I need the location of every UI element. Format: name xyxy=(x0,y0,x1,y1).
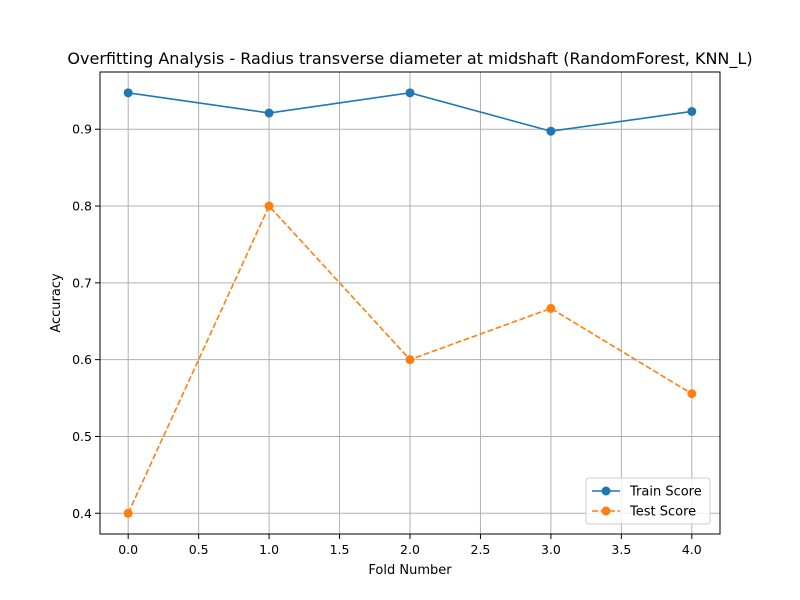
y-tick-label: 0.4 xyxy=(72,506,92,521)
test-score-point xyxy=(546,303,556,313)
y-tick-label: 0.9 xyxy=(72,122,92,137)
x-tick-label: 3.5 xyxy=(611,542,631,557)
train-score-point xyxy=(264,108,274,118)
legend-box xyxy=(585,477,711,525)
test-score-point xyxy=(405,355,415,365)
test-score-point xyxy=(264,201,274,211)
series-train-score xyxy=(123,88,697,136)
legend-label-train-score: Train Score xyxy=(629,485,702,500)
series-layer xyxy=(123,88,697,518)
x-tick-label: 1.5 xyxy=(330,542,350,557)
x-tick-label: 3.0 xyxy=(541,542,561,557)
y-tick-label: 0.6 xyxy=(72,352,92,367)
y-axis-label: Accuracy xyxy=(49,273,64,333)
train-score-point xyxy=(546,126,556,136)
train-score-point xyxy=(687,106,697,116)
legend: Train Score Test Score xyxy=(585,477,711,525)
test-score-point xyxy=(687,389,697,399)
axis-ticks: 0.0 0.5 1.0 1.5 2.0 2.5 3.0 3.5 4.0 0.4 0.5 0.6 0.7 0… xyxy=(72,122,702,557)
test-score-point xyxy=(123,508,133,518)
y-tick-label: 0.5 xyxy=(72,429,92,444)
x-tick-label: 0.5 xyxy=(189,542,209,557)
x-tick-label: 2.5 xyxy=(471,542,491,557)
x-tick-label: 0.0 xyxy=(118,542,138,557)
y-tick-label: 0.8 xyxy=(72,199,92,214)
legend-label-test-score: Test Score xyxy=(629,505,696,520)
series-test-score xyxy=(123,201,697,518)
y-tick-label: 0.7 xyxy=(72,275,92,290)
x-tick-label: 1.0 xyxy=(259,542,279,557)
train-score-point xyxy=(405,88,415,98)
x-tick-label: 4.0 xyxy=(682,542,702,557)
legend-marker-test-score xyxy=(601,506,611,516)
x-axis-label: Fold Number xyxy=(368,563,452,578)
train-score-point xyxy=(123,88,133,98)
legend-marker-train-score xyxy=(601,486,611,496)
x-tick-label: 2.0 xyxy=(400,542,420,557)
chart-title: Overfitting Analysis - Radius transverse… xyxy=(67,49,752,69)
